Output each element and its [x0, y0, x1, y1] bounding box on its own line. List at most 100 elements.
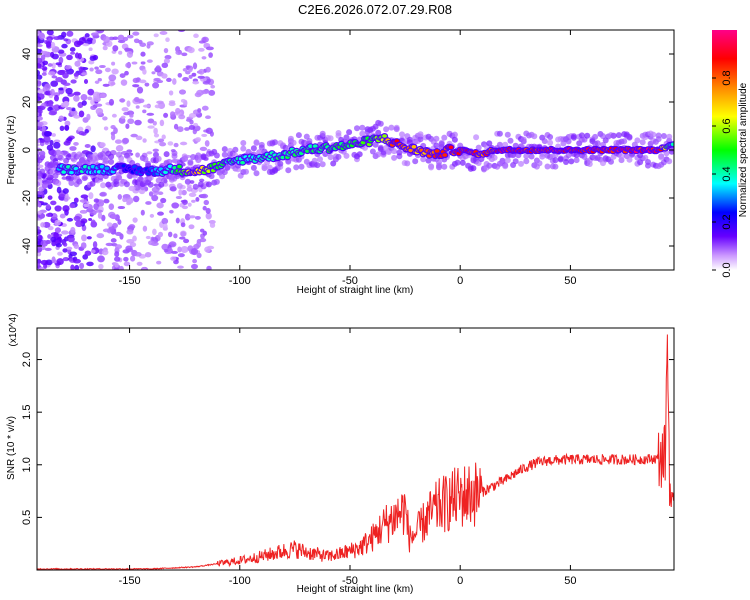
noise-blob [51, 256, 56, 263]
noise-blob [165, 37, 170, 43]
noise-blob [62, 205, 70, 212]
noise-blob [62, 257, 70, 262]
ridge-core [163, 170, 168, 174]
noise-blob [70, 109, 78, 117]
noise-blob [159, 142, 167, 147]
noise-blob [88, 192, 94, 200]
noise-blob [199, 228, 205, 233]
noise-blob [70, 51, 76, 55]
noise-blob [128, 185, 136, 192]
ridge-halo [552, 163, 559, 170]
noise-blob [80, 218, 88, 224]
spectrogram-x-label: Height of straight line (km) [297, 285, 414, 296]
ridge-halo [594, 140, 601, 147]
ridge-halo [184, 178, 191, 185]
noise-blob [146, 43, 151, 49]
noise-blob [125, 245, 133, 252]
noise-blob [126, 229, 134, 235]
noise-blob [192, 80, 200, 85]
noise-blob [113, 267, 120, 270]
ridge-core [408, 148, 414, 153]
noise-blob [134, 251, 142, 257]
noise-blob [124, 70, 129, 76]
noise-blob [63, 100, 70, 107]
noise-blob [95, 209, 103, 213]
ridge-core [382, 134, 387, 138]
noise-blob [130, 255, 136, 262]
noise-blob [51, 133, 56, 137]
ridge-halo [666, 158, 673, 165]
noise-blob [78, 130, 85, 136]
noise-blob [144, 251, 152, 258]
ridge-halo [57, 154, 64, 161]
noise-blob [122, 137, 130, 144]
noise-blob [99, 142, 106, 148]
ridge-halo [343, 152, 350, 159]
noise-blob [209, 222, 216, 228]
ridge-halo [520, 136, 527, 143]
ridge-halo [41, 178, 48, 185]
noise-blob [97, 212, 103, 219]
noise-blob [61, 43, 68, 49]
noise-blob [67, 235, 75, 243]
noise-blob [86, 236, 92, 240]
ridge-halo [221, 151, 228, 158]
ridge-halo [584, 132, 591, 139]
noise-blob [128, 224, 136, 230]
noise-blob [173, 142, 179, 148]
colorbar-gradient [712, 30, 737, 270]
noise-blob [83, 79, 89, 84]
noise-blob [200, 193, 209, 199]
ridge-halo [428, 164, 435, 171]
noise-blob [78, 66, 84, 74]
noise-blob [87, 88, 95, 96]
noise-blob [65, 87, 73, 95]
noise-blob [37, 190, 45, 196]
noise-blob [152, 82, 160, 89]
noise-blob [40, 240, 49, 247]
noise-blob [88, 47, 93, 52]
noise-blob [58, 115, 64, 122]
noise-blob [73, 95, 80, 102]
noise-blob [114, 139, 123, 144]
noise-blob [62, 82, 71, 87]
noise-blob [79, 262, 85, 270]
noise-blob [196, 241, 201, 248]
ridge-halo [610, 132, 617, 139]
colorbar-tick-label: 0.0 [721, 262, 733, 277]
noise-blob [40, 259, 49, 265]
ridge-halo [346, 129, 353, 136]
noise-blob [84, 129, 89, 134]
ridge-halo [272, 139, 278, 146]
noise-blob [89, 55, 97, 61]
ridge-halo [213, 178, 220, 185]
ridge-halo [285, 158, 292, 165]
noise-blob [188, 124, 196, 131]
noise-blob [37, 143, 40, 147]
noise-blob [45, 41, 52, 48]
noise-blob [37, 139, 41, 144]
noise-blob [37, 89, 45, 94]
noise-blob [84, 250, 92, 256]
noise-blob [182, 199, 188, 205]
noise-blob [66, 30, 74, 37]
snr-data [37, 334, 674, 570]
ridge-halo [39, 168, 46, 175]
ridge-halo [123, 152, 130, 159]
y-tick-label: 0 [21, 147, 33, 153]
noise-blob [140, 61, 146, 65]
noise-blob [111, 68, 119, 75]
noise-blob [37, 112, 40, 117]
noise-blob [202, 205, 207, 211]
noise-blob [57, 251, 63, 256]
noise-blob [163, 58, 170, 64]
noise-blob [201, 89, 210, 95]
noise-blob [188, 224, 195, 230]
noise-blob [102, 83, 110, 87]
noise-blob [178, 114, 186, 120]
noise-blob [110, 238, 117, 243]
ridge-halo [512, 158, 519, 165]
noise-blob [187, 202, 192, 207]
noise-blob [205, 46, 214, 51]
noise-blob [63, 140, 71, 146]
